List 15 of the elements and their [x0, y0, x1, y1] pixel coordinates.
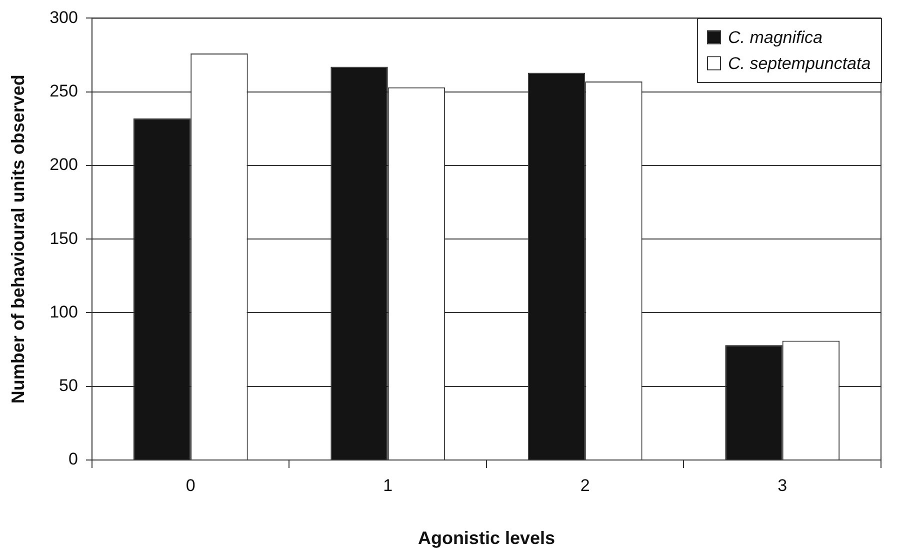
y-tick-label: 0 — [68, 450, 78, 469]
x-tick-label: 0 — [186, 476, 196, 495]
y-axis-title: Number of behavioural units observed — [8, 74, 28, 404]
y-tick-label: 50 — [59, 376, 78, 396]
x-tick-label: 2 — [580, 476, 590, 495]
legend-label: C. septempunctata — [728, 54, 871, 73]
x-tick-label: 1 — [383, 476, 393, 495]
x-tick-label: 3 — [778, 476, 788, 495]
y-tick-label: 150 — [50, 228, 78, 248]
x-axis-title: Agonistic levels — [418, 528, 556, 548]
y-tick-label: 300 — [50, 8, 78, 27]
y-tick-label: 100 — [50, 302, 78, 322]
legend-label: C. magnifica — [728, 28, 822, 47]
y-tick-label: 250 — [50, 82, 78, 101]
y-tick-label: 200 — [50, 155, 78, 174]
